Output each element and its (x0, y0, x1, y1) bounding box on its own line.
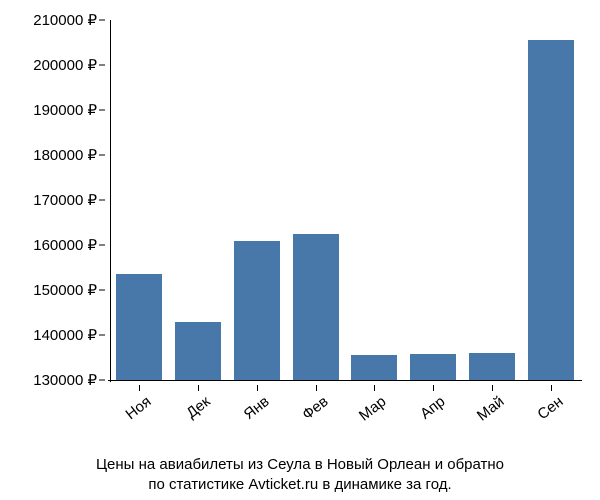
y-tick-mark (99, 335, 105, 336)
x-tick-label: Мар (356, 393, 390, 424)
x-tick-mark (257, 385, 258, 391)
y-tick-label: 170000 ₽ (33, 191, 97, 209)
caption-line1: Цены на авиабилеты из Сеула в Новый Орле… (96, 456, 504, 473)
y-tick-mark (99, 200, 105, 201)
y-tick-label: 150000 ₽ (33, 281, 97, 299)
x-tick-mark (316, 385, 317, 391)
bar (234, 241, 280, 381)
x-tick-label: Ноя (123, 393, 155, 423)
y-tick-label: 130000 ₽ (33, 371, 97, 389)
x-tick-label: Май (474, 393, 508, 424)
x-tick-mark (433, 385, 434, 391)
x-tick-label: Апр (417, 393, 448, 423)
y-axis: 130000 ₽140000 ₽150000 ₽160000 ₽170000 ₽… (10, 20, 105, 380)
x-tick-label: Янв (241, 393, 273, 423)
chart-container: 130000 ₽ 140000 ₽ 150000 ₽ 160000 ₽ 170000 ₽… (10, 10, 590, 450)
x-tick-label: Фев (299, 393, 331, 423)
bar (469, 353, 515, 380)
y-tick-label: 200000 ₽ (33, 56, 97, 74)
chart-caption: Цены на авиабилеты из Сеула в Новый Орле… (0, 455, 600, 496)
x-tick-label: Сен (534, 393, 566, 423)
x-axis: Ноя Дек Янв Фев Мар Апр Май Сен (110, 385, 580, 445)
y-tick-mark (99, 290, 105, 291)
y-tick-mark (99, 155, 105, 156)
x-tick-mark (139, 385, 140, 391)
bar (410, 354, 456, 380)
y-tick-mark (99, 110, 105, 111)
x-axis-line (108, 380, 582, 381)
bar (351, 355, 397, 380)
y-tick-mark (99, 245, 105, 246)
bar (116, 274, 162, 380)
x-tick-mark (198, 385, 199, 391)
bar (293, 234, 339, 380)
y-tick-label: 140000 ₽ (33, 326, 97, 344)
x-tick-mark (374, 385, 375, 391)
x-tick-mark (492, 385, 493, 391)
bar (175, 322, 221, 381)
y-tick-mark (99, 65, 105, 66)
y-tick-label: 210000 ₽ (33, 11, 97, 29)
bar (528, 40, 574, 380)
y-tick-label: 160000 ₽ (33, 236, 97, 254)
x-tick-mark (551, 385, 552, 391)
y-tick-mark (99, 20, 105, 21)
caption-line2: по статистике Avticket.ru в динамике за … (148, 476, 451, 493)
plot-area (110, 20, 580, 380)
x-tick-label: Дек (183, 393, 213, 422)
y-tick-mark (99, 380, 105, 381)
y-tick-label: 190000 ₽ (33, 101, 97, 119)
y-tick-label: 180000 ₽ (33, 146, 97, 164)
